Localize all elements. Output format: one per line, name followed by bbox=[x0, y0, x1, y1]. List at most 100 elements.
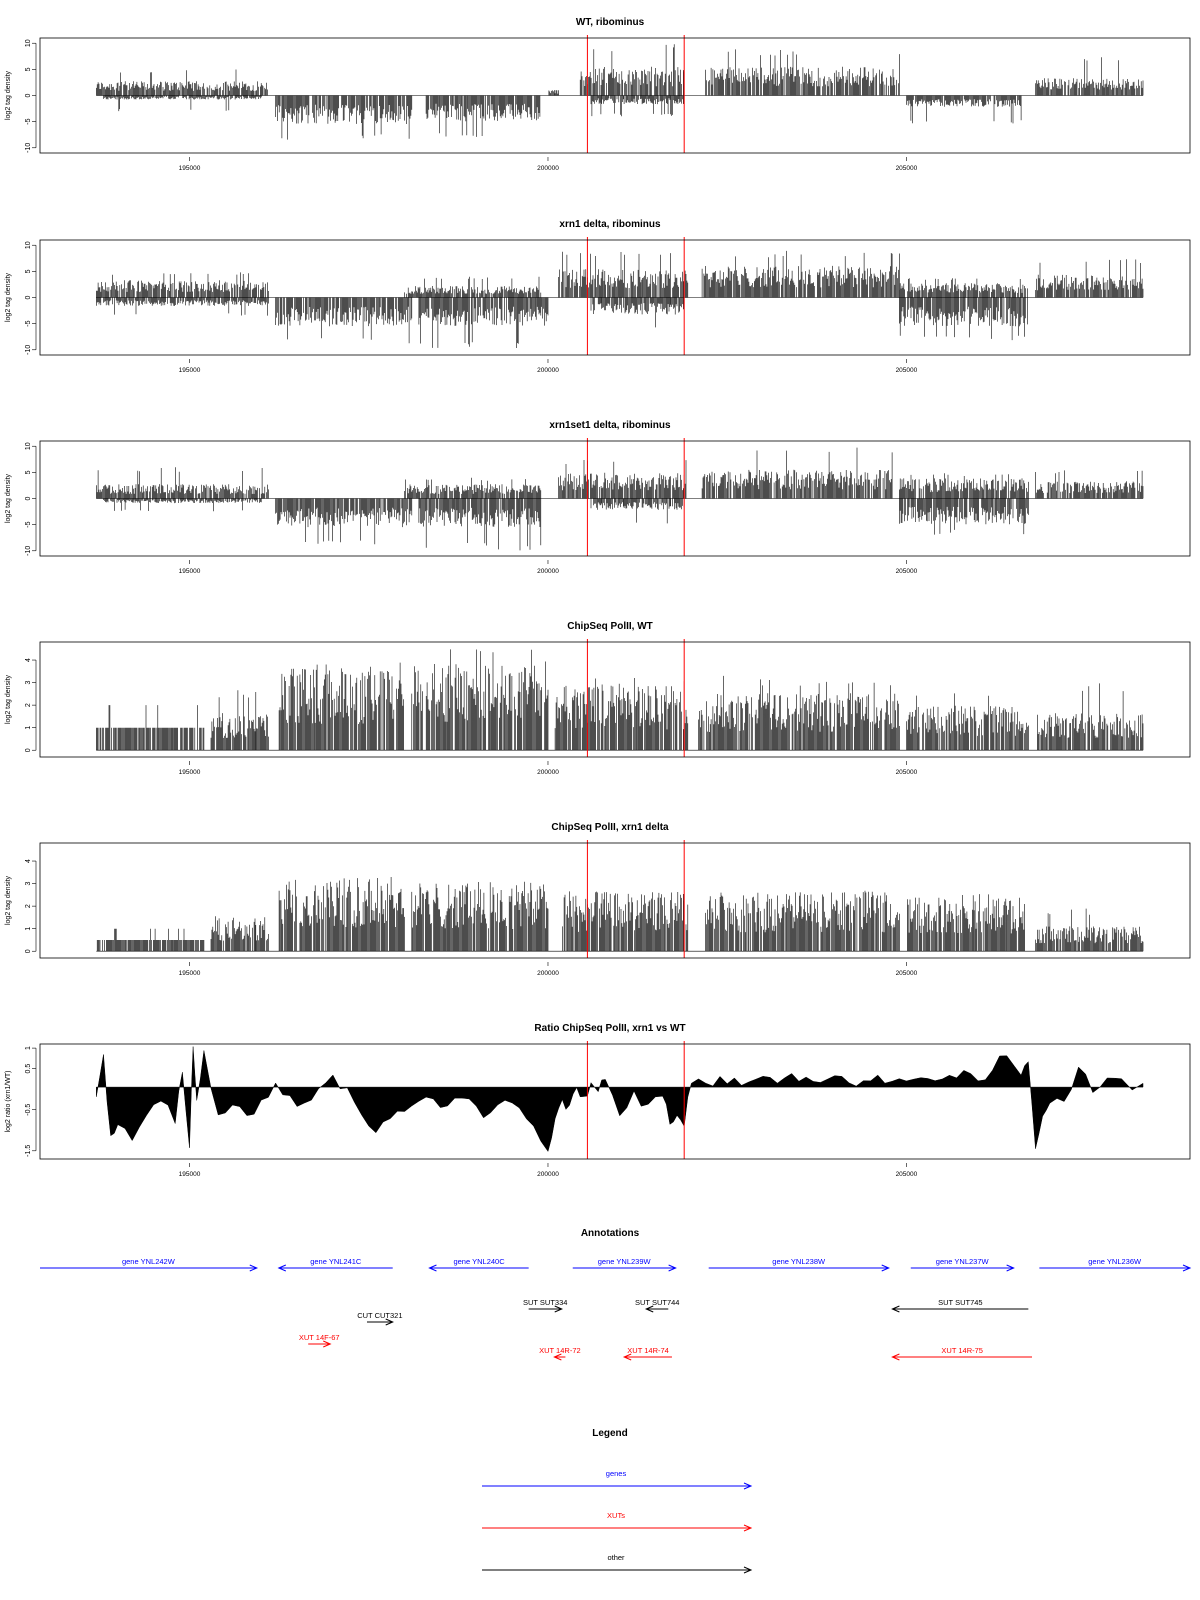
y-axis: -1.5 -0.5 0.5 1 log2 ratio (xrn1/WT) bbox=[5, 1046, 37, 1157]
signal-bars-9 bbox=[1035, 57, 1144, 96]
panel-frame bbox=[39, 641, 1191, 758]
x-tick-label: 205000 bbox=[896, 970, 918, 977]
y-axis-label: log2 ratio (xrn1/WT) bbox=[5, 1071, 12, 1133]
panel-frame bbox=[39, 842, 1191, 959]
annotation-label: SUT SUT744 bbox=[635, 1298, 679, 1307]
signal-bars-6 bbox=[906, 693, 1029, 751]
y-axis-label: log2 tag density bbox=[5, 674, 12, 724]
y-tick-label: 10 bbox=[25, 442, 32, 450]
y-tick-label: 0 bbox=[25, 496, 32, 500]
x-axis: 195000 200000 205000 bbox=[179, 157, 918, 172]
x-tick-label: 200000 bbox=[537, 165, 559, 172]
signal-bars-2 bbox=[275, 297, 413, 344]
y-axis-label: log2 tag density bbox=[5, 70, 12, 120]
arrow-head bbox=[385, 1318, 394, 1326]
annotation-xut-4-0: XUT 14R-72 bbox=[539, 1346, 581, 1361]
y-tick-label: 5 bbox=[25, 67, 32, 71]
y-tick-label: -10 bbox=[25, 345, 32, 355]
signal-bars-3 bbox=[404, 477, 542, 499]
y-tick-label: 0 bbox=[25, 93, 32, 97]
y-tick-label: 0 bbox=[25, 748, 32, 752]
signal-bars-7 bbox=[701, 447, 893, 499]
y-axis: 0 1 2 3 4 log2 tag density bbox=[5, 859, 37, 953]
x-tick-label: 200000 bbox=[537, 769, 559, 776]
legend-item-xut: XUTs bbox=[482, 1511, 753, 1532]
signal-bars-4 bbox=[548, 90, 559, 96]
y-tick-label: 3 bbox=[25, 681, 32, 685]
panel-title: ChipSeq PolII, xrn1 delta bbox=[551, 822, 669, 833]
signal-bars-4 bbox=[418, 498, 542, 551]
y-axis: -10 -5 0 5 10 log2 tag density bbox=[5, 442, 37, 556]
y-axis-label: log2 tag density bbox=[5, 473, 12, 523]
arrow-head bbox=[1182, 1264, 1192, 1272]
annotation-section: Annotations gene YNL242W gene YNL241C gene… bbox=[40, 1228, 1192, 1361]
signal-bars-1 bbox=[103, 95, 262, 112]
y-axis-label: log2 tag density bbox=[5, 875, 12, 925]
legend-label: XUTs bbox=[607, 1511, 625, 1520]
arrow-head bbox=[668, 1264, 677, 1272]
signal-bars-0 bbox=[96, 272, 269, 298]
y-tick-label: 1 bbox=[25, 726, 32, 730]
y-axis: 0 1 2 3 4 log2 tag density bbox=[5, 658, 37, 752]
panel-2: xrn1 delta, ribominus -10 -5 0 5 10 log2 tag d… bbox=[5, 219, 1191, 374]
annotation-gene-0-6: gene YNL236W bbox=[1039, 1257, 1192, 1272]
x-tick-label: 195000 bbox=[179, 367, 201, 374]
x-tick-label: 195000 bbox=[179, 970, 201, 977]
annotation-label: gene YNL238W bbox=[772, 1257, 826, 1266]
signal-bars-3 bbox=[411, 649, 549, 751]
y-tick-label: -5 bbox=[25, 320, 32, 326]
annotation-label: SUT SUT334 bbox=[523, 1298, 567, 1307]
arrow-head bbox=[622, 1353, 632, 1361]
signal-bars-4 bbox=[562, 891, 689, 952]
signal-bars-10 bbox=[1035, 470, 1144, 499]
annotation-label: XUT 14F-67 bbox=[299, 1333, 340, 1342]
y-tick-label: -10 bbox=[25, 143, 32, 153]
arrow-head bbox=[891, 1305, 900, 1313]
panel-title: xrn1 delta, ribominus bbox=[559, 219, 661, 230]
signal-bars-0 bbox=[96, 69, 268, 96]
signal-bars-6 bbox=[590, 95, 685, 117]
x-tick-label: 205000 bbox=[896, 367, 918, 374]
annotations-title: Annotations bbox=[581, 1228, 640, 1239]
y-tick-label: -0.5 bbox=[25, 1104, 32, 1116]
x-tick-label: 195000 bbox=[179, 1171, 201, 1178]
x-axis: 195000 200000 205000 bbox=[179, 359, 918, 374]
x-tick-label: 205000 bbox=[896, 769, 918, 776]
annotation-label: gene YNL242W bbox=[122, 1257, 176, 1266]
y-tick-label: 1 bbox=[25, 927, 32, 931]
x-tick-label: 200000 bbox=[537, 568, 559, 575]
signal-bars-8 bbox=[906, 95, 1022, 124]
legend-section: Legend genes XUTs other bbox=[482, 1428, 753, 1574]
x-tick-label: 195000 bbox=[179, 568, 201, 575]
signal-bars-2 bbox=[275, 498, 413, 545]
annotation-other-1-0: SUT SUT334 bbox=[523, 1298, 567, 1313]
signal-bars-9 bbox=[899, 498, 1029, 535]
panel-title: ChipSeq PolII, WT bbox=[567, 621, 653, 632]
y-tick-label: -5 bbox=[25, 521, 32, 527]
panel-title: WT, ribominus bbox=[576, 17, 645, 28]
signal-bars-5 bbox=[705, 890, 900, 952]
annotation-label: CUT CUT321 bbox=[357, 1311, 402, 1320]
legend-label: genes bbox=[606, 1469, 627, 1478]
arrow-head bbox=[323, 1340, 332, 1348]
x-tick-label: 195000 bbox=[179, 165, 201, 172]
x-tick-label: 200000 bbox=[537, 1171, 559, 1178]
ratio-area bbox=[96, 1046, 1144, 1152]
y-tick-label: 1 bbox=[25, 1046, 32, 1050]
signal-bars-7 bbox=[701, 250, 900, 298]
signal-bars-5 bbox=[579, 44, 685, 96]
x-tick-label: 205000 bbox=[896, 568, 918, 575]
signal-bars-0 bbox=[96, 705, 205, 751]
annotation-gene-0-5: gene YNL237W bbox=[910, 1257, 1015, 1272]
arrow-head bbox=[277, 1264, 287, 1272]
y-tick-label: 2 bbox=[25, 703, 32, 707]
annotation-label: gene YNL241C bbox=[310, 1257, 362, 1266]
annotation-label: gene YNL239W bbox=[598, 1257, 652, 1266]
y-tick-label: 0.5 bbox=[25, 1064, 32, 1074]
signal-bars-2 bbox=[278, 662, 404, 751]
annotation-label: XUT 14R-75 bbox=[941, 1346, 983, 1355]
signal-bars-10 bbox=[1035, 259, 1144, 298]
x-axis: 195000 200000 205000 bbox=[179, 962, 918, 977]
